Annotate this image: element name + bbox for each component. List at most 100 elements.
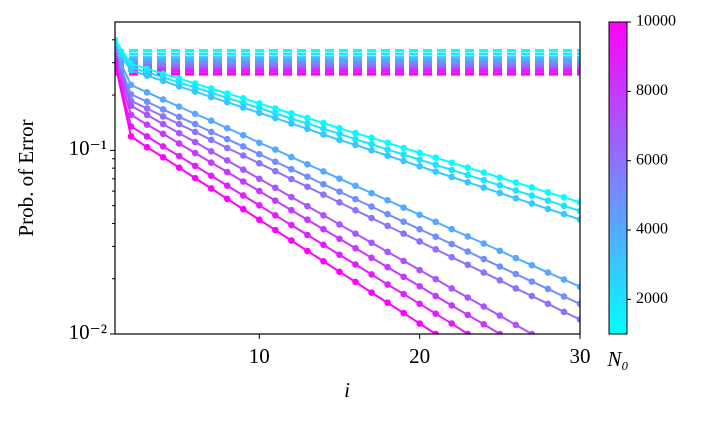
- series-marker: [336, 235, 343, 243]
- series-marker: [464, 311, 472, 319]
- series-marker: [256, 216, 263, 224]
- series-marker: [256, 160, 263, 167]
- series-marker: [528, 292, 536, 300]
- series-marker: [336, 175, 343, 182]
- series-marker: [512, 285, 520, 292]
- series-marker: [304, 125, 311, 133]
- series-marker: [207, 93, 215, 101]
- series-marker: [336, 251, 343, 259]
- series-marker: [175, 164, 183, 171]
- series-marker: [448, 240, 456, 248]
- series-marker: [304, 216, 311, 224]
- series-marker: [480, 184, 488, 191]
- series-marker: [288, 237, 295, 244]
- series-marker: [576, 283, 580, 290]
- series-marker: [320, 131, 327, 138]
- colorbar-label: N₀: [606, 347, 628, 371]
- series-marker: [336, 124, 343, 132]
- series-marker: [560, 276, 568, 283]
- series-marker: [464, 178, 472, 186]
- series-marker: [223, 195, 231, 203]
- series-marker: [256, 187, 263, 195]
- colorbar-tick-label: 6000: [636, 151, 668, 168]
- series-marker: [288, 206, 295, 214]
- series-marker: [288, 221, 295, 229]
- series-marker: [115, 59, 119, 67]
- series-marker: [368, 289, 375, 296]
- series-marker: [175, 83, 183, 90]
- series-marker: [256, 139, 263, 147]
- series-marker: [207, 128, 215, 136]
- series-marker: [159, 143, 167, 150]
- series-marker: [464, 171, 472, 179]
- series-marker: [560, 293, 568, 300]
- series-marker: [336, 221, 343, 228]
- series-marker: [368, 254, 375, 262]
- series-marker: [223, 182, 231, 190]
- series-marker: [496, 247, 504, 255]
- series-marker: [239, 166, 247, 173]
- series-marker: [560, 202, 568, 210]
- series-marker: [432, 292, 439, 300]
- series-marker: [159, 130, 167, 138]
- series-marker: [464, 330, 472, 334]
- series-marker: [400, 230, 407, 237]
- series-marker: [384, 281, 391, 288]
- series-marker: [272, 110, 279, 117]
- series-marker: [384, 263, 391, 271]
- y-tick-label: 10⁻²: [69, 320, 107, 344]
- series-marker: [127, 81, 135, 89]
- series-marker: [400, 290, 407, 298]
- x-tick-label: 30: [570, 344, 591, 368]
- series-marker: [480, 176, 488, 184]
- series-marker: [432, 154, 439, 162]
- series-marker: [496, 263, 504, 270]
- series-marker: [320, 168, 327, 175]
- series-marker: [448, 285, 456, 292]
- series-marker: [175, 103, 183, 110]
- series-marker: [272, 211, 279, 219]
- series-marker: [288, 175, 295, 183]
- series-marker: [207, 148, 215, 155]
- series-marker: [448, 166, 456, 174]
- series-marker: [448, 320, 456, 327]
- colorbar-tick-label: 8000: [636, 82, 668, 99]
- series-marker: [496, 312, 504, 319]
- series-marker: [127, 133, 135, 140]
- series-marker: [239, 152, 247, 159]
- series-marker: [384, 299, 391, 307]
- series-marker: [368, 271, 375, 278]
- series-marker: [544, 285, 552, 293]
- series-marker: [464, 248, 472, 255]
- series-marker: [416, 211, 423, 219]
- series-marker: [512, 179, 520, 186]
- series-marker: [320, 211, 327, 219]
- series-marker: [336, 188, 343, 195]
- series-marker: [191, 149, 199, 157]
- series-marker: [464, 233, 472, 240]
- series-marker: [432, 233, 439, 240]
- series-marker: [400, 257, 407, 265]
- series-marker: [400, 144, 407, 152]
- series-marker: [320, 191, 327, 198]
- series-marker: [320, 180, 327, 188]
- series-marker: [256, 100, 263, 107]
- colorbar-tick-label: 2000: [636, 290, 668, 307]
- series-marker: [336, 130, 343, 138]
- series-marker: [272, 226, 279, 234]
- series-marker: [448, 253, 456, 261]
- series-marker: [432, 275, 439, 283]
- series-marker: [159, 106, 167, 113]
- series-marker: [480, 240, 488, 247]
- series-marker: [191, 110, 199, 118]
- series-marker: [272, 184, 279, 192]
- series-marker: [239, 95, 247, 102]
- series-marker: [528, 184, 536, 191]
- series-marker: [512, 195, 520, 202]
- series-marker: [432, 246, 439, 253]
- series-marker: [576, 207, 580, 215]
- series-marker: [368, 140, 375, 148]
- series-marker: [288, 193, 295, 201]
- series-marker: [207, 159, 215, 166]
- series-marker: [400, 309, 407, 317]
